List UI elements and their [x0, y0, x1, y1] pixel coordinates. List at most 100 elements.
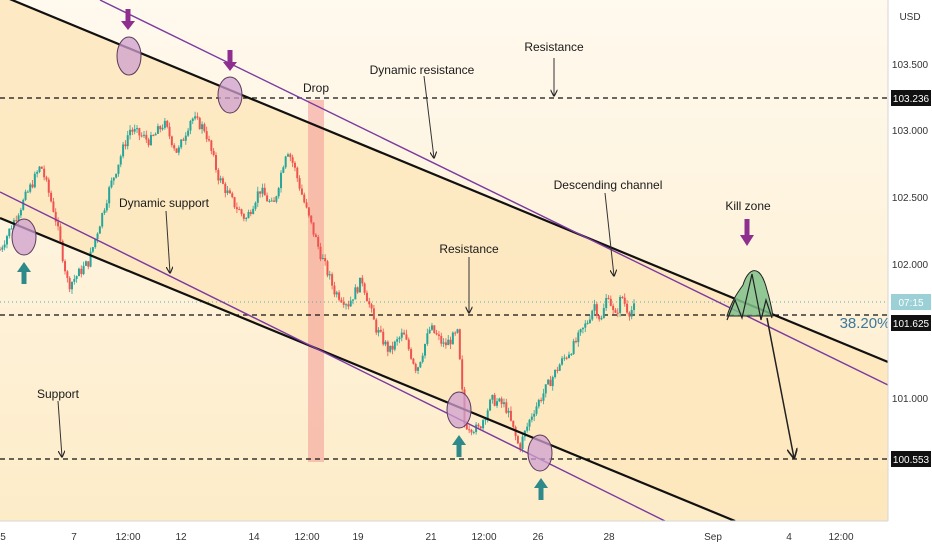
- candle-body: [54, 211, 57, 222]
- candle-body: [122, 144, 125, 157]
- pointer: [423, 75, 434, 158]
- candle-body: [26, 191, 29, 193]
- candle-body: [549, 379, 552, 387]
- time-axis[interactable]: [0, 521, 888, 550]
- candle-body: [96, 233, 99, 240]
- candle-body: [305, 202, 308, 208]
- candle-body: [435, 333, 438, 335]
- down-arrow-icon: [740, 219, 754, 246]
- candle-body: [284, 156, 287, 168]
- current-price-tag: [891, 294, 931, 310]
- candle-body: [609, 298, 612, 306]
- candle-body: [616, 312, 619, 314]
- candle-body: [80, 268, 83, 275]
- candle-body: [623, 297, 626, 304]
- candle-body: [245, 218, 248, 220]
- time-tick: Sep: [704, 532, 722, 543]
- down-arrow-icon: [121, 9, 135, 30]
- candle-body: [358, 277, 361, 293]
- candle-body: [45, 177, 48, 180]
- candle-body: [470, 429, 473, 433]
- candle-body: [417, 367, 420, 371]
- candle-body: [108, 187, 111, 204]
- candle-body: [484, 419, 487, 421]
- label-resistance-mid: Resistance: [439, 242, 499, 256]
- candle-body: [352, 299, 355, 301]
- candle-body: [129, 129, 132, 136]
- candle-body: [203, 124, 206, 132]
- candle-body: [521, 436, 524, 449]
- candle-body: [98, 226, 101, 234]
- candle-body: [496, 401, 499, 406]
- candle-body: [428, 329, 431, 334]
- time-tick: 26: [532, 532, 544, 543]
- fib-label: 38.20%: [840, 315, 891, 332]
- label-kill-zone: Kill zone: [725, 199, 771, 213]
- candle-body: [238, 209, 241, 211]
- candle-body: [558, 364, 561, 371]
- down-arrow-icon: [223, 50, 237, 71]
- candle-body: [228, 190, 231, 194]
- price-tag-text: 103.236: [893, 94, 930, 105]
- candle-body: [242, 214, 245, 219]
- candle-body: [442, 342, 445, 344]
- candle-body: [465, 424, 468, 430]
- candle-body: [280, 172, 283, 189]
- candle-body: [405, 334, 408, 340]
- candle-body: [447, 339, 450, 346]
- candle-body: [66, 271, 69, 278]
- candle-body: [509, 410, 512, 421]
- candle-body: [194, 116, 197, 119]
- candle-body: [29, 184, 32, 192]
- candle-body: [247, 211, 250, 219]
- candle-body: [633, 303, 636, 310]
- candle-body: [110, 180, 113, 188]
- time-tick: 12:00: [115, 532, 140, 543]
- candle-body: [519, 443, 522, 449]
- candle-body: [147, 139, 150, 146]
- candle-body: [298, 178, 301, 189]
- candle-body: [196, 116, 199, 118]
- label-dynamic-resistance: Dynamic resistance: [370, 63, 475, 77]
- candle-body: [626, 303, 629, 313]
- candle-body: [50, 192, 53, 202]
- candle-body: [333, 285, 336, 295]
- candle-body: [291, 157, 294, 163]
- pointer: [165, 210, 170, 273]
- candle-body: [268, 200, 271, 202]
- candle-body: [184, 135, 187, 141]
- label-support: Support: [37, 387, 80, 401]
- candle-body: [572, 340, 575, 355]
- label-dynamic-support: Dynamic support: [119, 196, 210, 210]
- candle-body: [491, 394, 494, 400]
- candle-body: [77, 268, 80, 277]
- candle-body: [600, 318, 603, 320]
- time-axis-ticks: 5 7 12:00 12 14 12:00 19 21 12:00 26 28 …: [0, 532, 854, 543]
- candle-body: [240, 209, 243, 215]
- candle-body: [277, 188, 280, 197]
- candle-body: [273, 200, 276, 202]
- time-tick: 12:00: [828, 532, 853, 543]
- candle-body: [8, 228, 11, 237]
- candle-body: [356, 287, 359, 293]
- candle-body: [115, 173, 118, 178]
- candle-body: [328, 274, 331, 276]
- pointer: [57, 400, 62, 457]
- candle-body: [259, 191, 262, 194]
- candle-body: [36, 172, 39, 174]
- candle-body: [87, 261, 90, 267]
- price-tag-text: 101.625: [893, 319, 930, 330]
- candle-body: [73, 278, 76, 282]
- price-axis[interactable]: [888, 0, 932, 550]
- candle-body: [61, 241, 64, 262]
- candle-body: [391, 345, 394, 350]
- label-resistance-top: Resistance: [524, 40, 584, 54]
- candle-body: [324, 258, 327, 262]
- candle-body: [349, 300, 352, 307]
- candle-body: [528, 419, 531, 427]
- candle-body: [140, 135, 143, 137]
- candle-body: [535, 406, 538, 414]
- time-tick: 4: [786, 532, 792, 543]
- candle-body: [231, 193, 234, 198]
